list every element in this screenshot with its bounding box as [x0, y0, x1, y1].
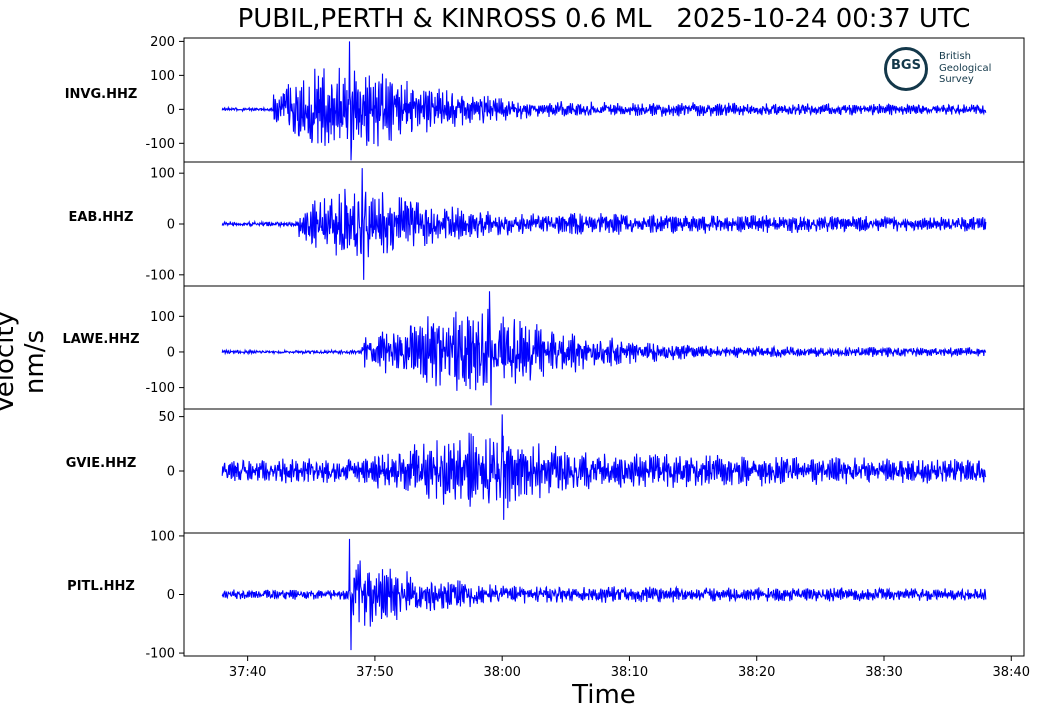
station-label-invg: INVG.HHZ: [64, 87, 138, 102]
station-label-lawe: LAWE.HHZ: [62, 332, 140, 347]
y-tick-label: 100: [150, 167, 175, 182]
y-tick-label: 100: [150, 69, 175, 84]
bgs-logo-line: British: [939, 51, 971, 62]
waveform-lawe-hhz: [221, 291, 987, 406]
panel-frame: [183, 285, 1025, 410]
waveform-eab-hhz: [221, 168, 987, 280]
y-tick-label: 0: [167, 218, 175, 233]
x-tick-label: 38:20: [738, 665, 775, 680]
waveform-pitl-hhz: [221, 538, 987, 651]
waveform-gvie-hhz: [221, 414, 987, 520]
x-tick-label: 38:00: [483, 665, 520, 680]
x-tick-label: 38:10: [611, 665, 648, 680]
bgs-logo-abbr: BGS: [891, 58, 921, 73]
station-label-gvie: GVIE.HHZ: [65, 456, 137, 471]
y-tick-label: 0: [167, 103, 175, 118]
bgs-logo-wordmark: British Geological Survey: [939, 51, 991, 86]
bgs-logo: BGS British Geological Survey: [884, 47, 1014, 97]
y-tick-label: -100: [145, 647, 175, 662]
y-tick-label: 0: [167, 345, 175, 360]
bgs-logo-line: Survey: [939, 74, 974, 85]
x-tick-label: 37:40: [229, 665, 266, 680]
y-tick-label: -100: [145, 381, 175, 396]
y-tick-label: 50: [158, 410, 175, 425]
y-tick-label: -100: [145, 137, 175, 152]
x-tick-label: 37:50: [356, 665, 393, 680]
waveform-invg-hhz: [221, 41, 987, 161]
y-tick-label: 0: [167, 588, 175, 603]
chart-title: PUBIL,PERTH & KINROSS 0.6 ML 2025-10-24 …: [237, 4, 971, 34]
station-label-pitl: PITL.HHZ: [67, 579, 135, 594]
x-axis-label: Time: [572, 680, 636, 710]
y-tick-label: 0: [167, 465, 175, 480]
y-tick-label: 100: [150, 310, 175, 325]
x-tick-label: 38:30: [865, 665, 902, 680]
x-tick-label: 38:40: [993, 665, 1030, 680]
bgs-logo-emblem: [884, 47, 928, 91]
y-tick-label: 200: [150, 35, 175, 50]
y-tick-label: -100: [145, 268, 175, 283]
station-label-eab: EAB.HHZ: [68, 210, 134, 225]
bgs-logo-line: Geological: [939, 62, 992, 74]
y-tick-label: 100: [150, 529, 175, 544]
